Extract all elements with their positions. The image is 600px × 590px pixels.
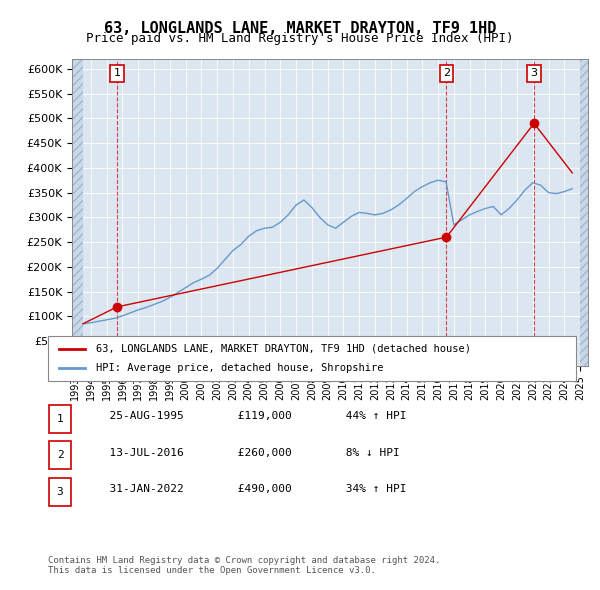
FancyBboxPatch shape xyxy=(49,405,71,432)
Text: 1: 1 xyxy=(56,414,64,424)
FancyBboxPatch shape xyxy=(49,478,71,506)
Text: 63, LONGLANDS LANE, MARKET DRAYTON, TF9 1HD (detached house): 63, LONGLANDS LANE, MARKET DRAYTON, TF9 … xyxy=(95,344,470,353)
Text: HPI: Average price, detached house, Shropshire: HPI: Average price, detached house, Shro… xyxy=(95,363,383,373)
Text: 13-JUL-2016        £260,000        8% ↓ HPI: 13-JUL-2016 £260,000 8% ↓ HPI xyxy=(96,448,400,457)
Text: 3: 3 xyxy=(530,68,538,78)
FancyBboxPatch shape xyxy=(48,336,576,381)
Text: 3: 3 xyxy=(56,487,64,497)
Text: Contains HM Land Registry data © Crown copyright and database right 2024.
This d: Contains HM Land Registry data © Crown c… xyxy=(48,556,440,575)
Text: 63, LONGLANDS LANE, MARKET DRAYTON, TF9 1HD: 63, LONGLANDS LANE, MARKET DRAYTON, TF9 … xyxy=(104,21,496,35)
Text: 2: 2 xyxy=(443,68,450,78)
Text: 31-JAN-2022        £490,000        34% ↑ HPI: 31-JAN-2022 £490,000 34% ↑ HPI xyxy=(96,484,407,494)
Text: 1: 1 xyxy=(113,68,121,78)
Bar xyxy=(580,59,588,366)
Text: 25-AUG-1995        £119,000        44% ↑ HPI: 25-AUG-1995 £119,000 44% ↑ HPI xyxy=(96,411,407,421)
Bar xyxy=(72,59,83,366)
Text: 2: 2 xyxy=(56,450,64,460)
FancyBboxPatch shape xyxy=(49,441,71,469)
Text: Price paid vs. HM Land Registry's House Price Index (HPI): Price paid vs. HM Land Registry's House … xyxy=(86,32,514,45)
